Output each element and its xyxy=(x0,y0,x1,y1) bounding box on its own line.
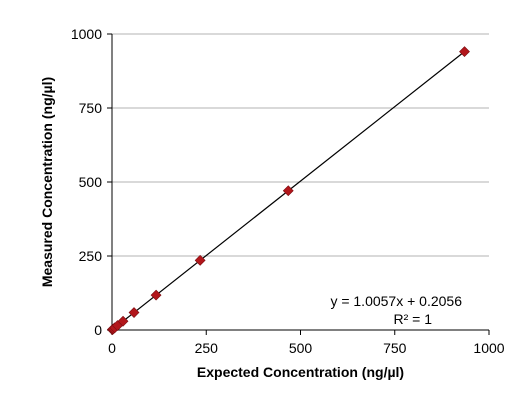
y-tick-label-4: 1000 xyxy=(71,26,102,42)
axes xyxy=(107,33,490,335)
data-point-9 xyxy=(282,185,294,197)
data-point-10 xyxy=(459,46,470,58)
y-axis-title: Measured Concentration (ng/µl) xyxy=(39,77,55,287)
data-point-7 xyxy=(150,289,162,301)
x-tick-label-2: 500 xyxy=(289,340,313,356)
data-point-5 xyxy=(117,315,129,327)
y-tick-label-0: 0 xyxy=(94,322,102,338)
trendline-equation: y = 1.0057x + 0.2056 xyxy=(330,293,462,309)
x-axis-title: Expected Concentration (ng/µl) xyxy=(197,364,404,380)
y-tick-label-3: 750 xyxy=(79,100,103,116)
gridlines xyxy=(112,33,489,257)
y-tick-labels: 0 250 500 750 1000 xyxy=(71,26,102,338)
data-points xyxy=(106,46,470,336)
data-point-6 xyxy=(128,307,140,318)
y-tick-label-2: 500 xyxy=(79,174,103,190)
data-point-8 xyxy=(194,254,206,266)
x-tick-label-3: 750 xyxy=(383,340,407,356)
x-tick-label-1: 250 xyxy=(195,340,219,356)
x-tick-label-0: 0 xyxy=(108,340,116,356)
r-squared-label: R² = 1 xyxy=(393,311,432,327)
x-tick-labels: 0 250 500 750 1000 xyxy=(108,340,505,356)
y-tick-label-1: 250 xyxy=(79,248,103,264)
x-tick-label-4: 1000 xyxy=(473,340,504,356)
